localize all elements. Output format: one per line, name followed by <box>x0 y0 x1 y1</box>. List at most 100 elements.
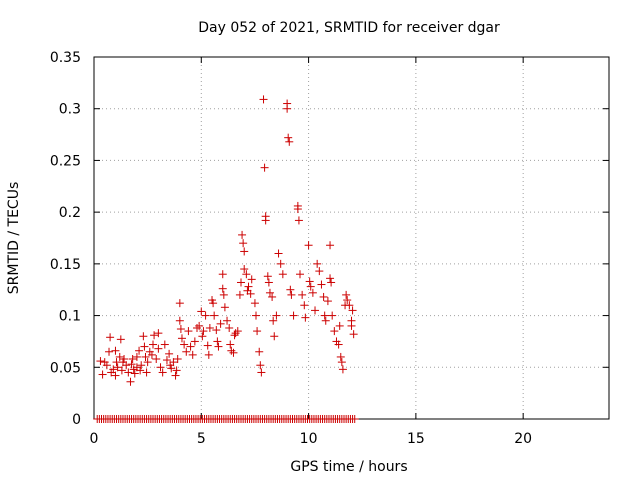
data-point <box>229 348 238 357</box>
data-point <box>330 327 339 336</box>
data-point <box>98 370 107 379</box>
data-point <box>259 95 268 104</box>
data-point <box>337 358 346 367</box>
data-point <box>264 278 273 287</box>
data-point <box>283 104 292 113</box>
data-point <box>176 325 185 334</box>
data-point <box>304 241 313 250</box>
data-point <box>289 311 298 320</box>
y-tick-label: 0.2 <box>59 205 81 221</box>
data-points <box>93 95 359 423</box>
data-point <box>137 361 146 370</box>
x-tick-label: 15 <box>407 431 425 447</box>
data-point <box>284 133 293 142</box>
data-point <box>205 323 214 332</box>
data-point <box>177 334 186 343</box>
data-point <box>323 297 332 306</box>
data-point <box>343 296 352 305</box>
data-point <box>172 366 181 375</box>
data-point <box>328 311 337 320</box>
data-point <box>180 340 189 349</box>
data-point <box>162 356 171 365</box>
data-point <box>150 331 159 340</box>
y-tick-label: 0.1 <box>59 309 81 325</box>
data-point <box>126 377 135 386</box>
data-point <box>167 364 176 373</box>
data-point <box>106 333 115 342</box>
data-point <box>218 270 227 279</box>
data-point <box>216 319 225 328</box>
data-point <box>242 270 251 279</box>
y-tick-label: 0.25 <box>50 153 81 169</box>
data-point <box>113 363 122 372</box>
data-point <box>127 360 136 369</box>
data-point <box>115 352 124 361</box>
data-point <box>212 326 221 335</box>
data-point <box>265 288 274 297</box>
data-point <box>209 299 218 308</box>
y-tick-label: 0 <box>72 412 81 428</box>
data-point <box>305 277 314 286</box>
data-point <box>315 267 324 276</box>
data-point <box>233 327 242 336</box>
data-point <box>298 290 307 299</box>
data-point <box>156 363 165 372</box>
data-point <box>235 290 244 299</box>
data-point <box>149 340 158 349</box>
data-point <box>276 259 285 268</box>
data-point <box>260 163 269 172</box>
data-point <box>169 358 178 367</box>
x-tick-label: 20 <box>514 431 532 447</box>
data-point <box>238 230 247 239</box>
data-point <box>239 239 248 248</box>
data-point <box>270 332 279 341</box>
data-point <box>129 365 138 374</box>
data-point <box>173 355 182 364</box>
data-point <box>175 299 184 308</box>
data-point <box>247 275 256 284</box>
y-axis-title: SRMTID / TECUs <box>6 182 22 295</box>
data-point <box>335 321 344 330</box>
data-point <box>147 350 156 359</box>
data-point <box>250 299 259 308</box>
data-point <box>320 311 329 320</box>
data-point <box>197 307 206 316</box>
x-axis-title: GPS time / hours <box>290 459 407 475</box>
data-point <box>182 347 191 356</box>
data-point <box>204 350 213 359</box>
data-point <box>294 216 303 225</box>
data-point <box>278 270 287 279</box>
data-point <box>184 327 193 336</box>
data-point <box>326 241 335 250</box>
data-point <box>201 311 210 320</box>
y-tick-label: 0.35 <box>50 50 81 66</box>
data-point <box>136 366 145 375</box>
data-point <box>347 321 356 330</box>
data-point <box>140 342 149 351</box>
chart-title: Day 052 of 2021, SRMTID for receiver dga… <box>198 20 500 36</box>
data-point <box>120 355 129 364</box>
data-point <box>272 311 281 320</box>
data-point <box>231 329 240 338</box>
data-point <box>152 355 161 364</box>
data-point <box>313 259 322 268</box>
data-point <box>236 278 245 287</box>
tick-layer: 0 5 10 15 20 0 0.05 0.1 0.15 0.2 0.25 0.3 0.35 <box>50 50 609 447</box>
data-point <box>226 340 235 349</box>
data-point <box>230 331 239 340</box>
data-point <box>269 316 278 325</box>
data-point <box>171 371 180 380</box>
data-point <box>338 365 347 374</box>
data-point <box>135 346 144 355</box>
data-point <box>225 323 234 332</box>
data-point <box>342 290 351 299</box>
data-point <box>198 332 207 341</box>
data-point <box>240 247 249 256</box>
data-point <box>274 249 283 258</box>
data-point <box>111 346 120 355</box>
data-point <box>143 358 152 367</box>
y-tick-label: 0.3 <box>59 102 81 118</box>
x-tick-label: 5 <box>197 431 206 447</box>
data-point <box>255 347 264 356</box>
